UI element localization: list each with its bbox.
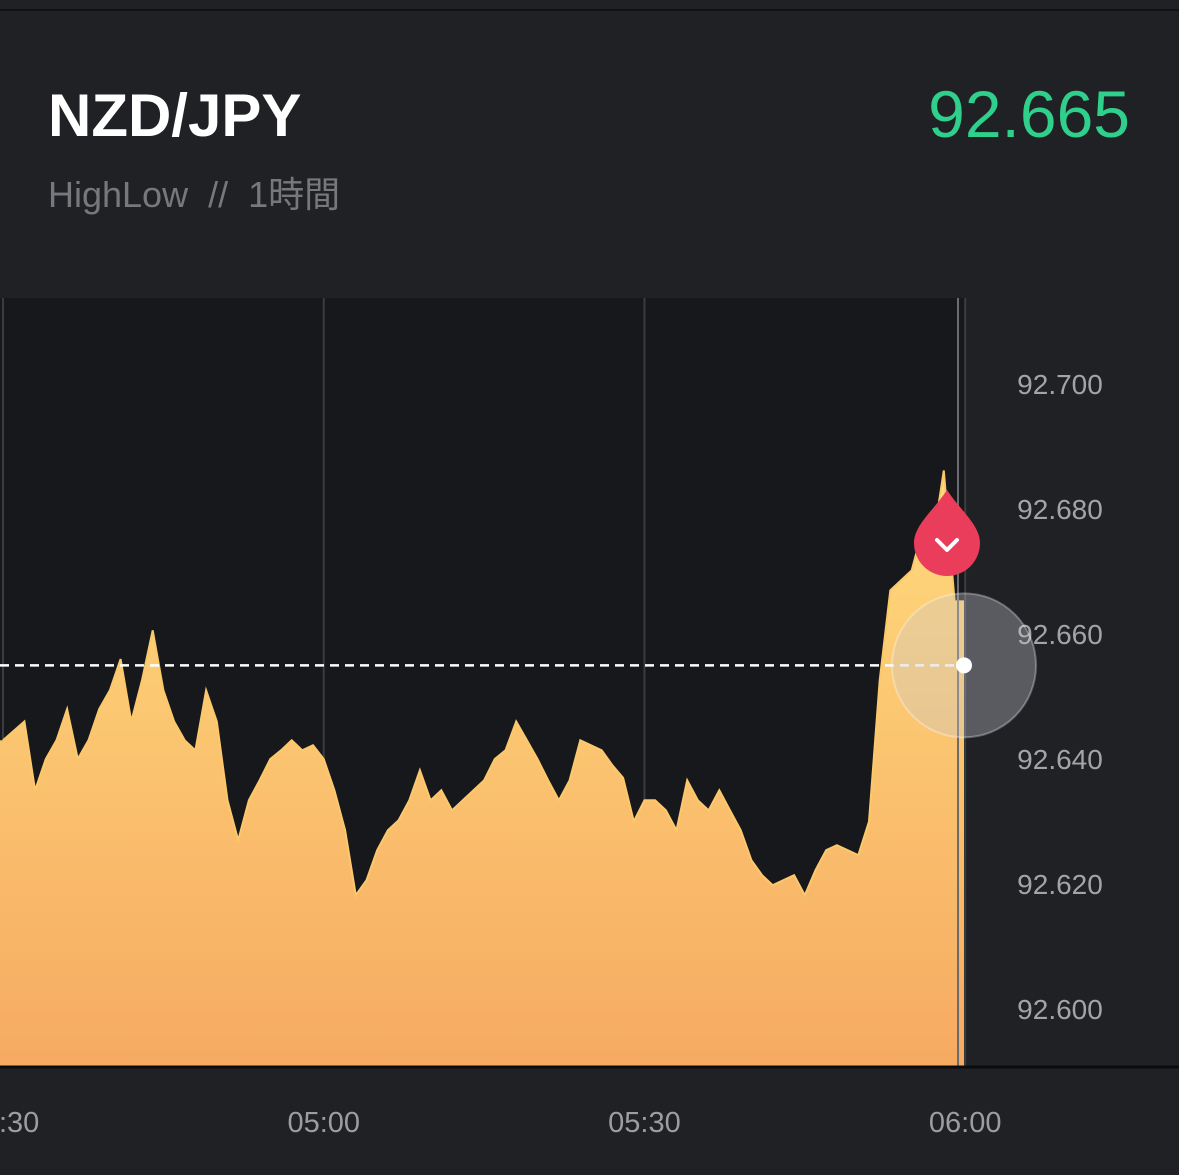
y-tick-label: 92.600 [1017,994,1103,1025]
marker-chevron [935,538,959,552]
x-tick-label: 05:30 [608,1107,681,1139]
y-tick-label: 92.640 [1017,744,1103,775]
pair-title: NZD/JPY [48,82,301,149]
plot [0,298,967,1067]
sell-marker [914,490,980,576]
current-price: 92.665 [928,77,1130,151]
price-area [0,470,964,1067]
y-tick-label: 92.700 [1017,369,1103,400]
x-tick-label: 06:00 [929,1107,1002,1139]
price-line [2,470,956,898]
y-tick-label: 92.660 [1017,619,1103,650]
x-tick-label: 05:00 [287,1107,360,1139]
subtitle: HighLow // 1時間 [48,174,340,215]
x-tick-label: 04:30 [0,1107,39,1139]
reference-dot [956,657,972,674]
marker-drop [914,490,980,576]
y-tick-label: 92.620 [1017,869,1103,900]
y-tick-label: 92.680 [1017,494,1103,525]
